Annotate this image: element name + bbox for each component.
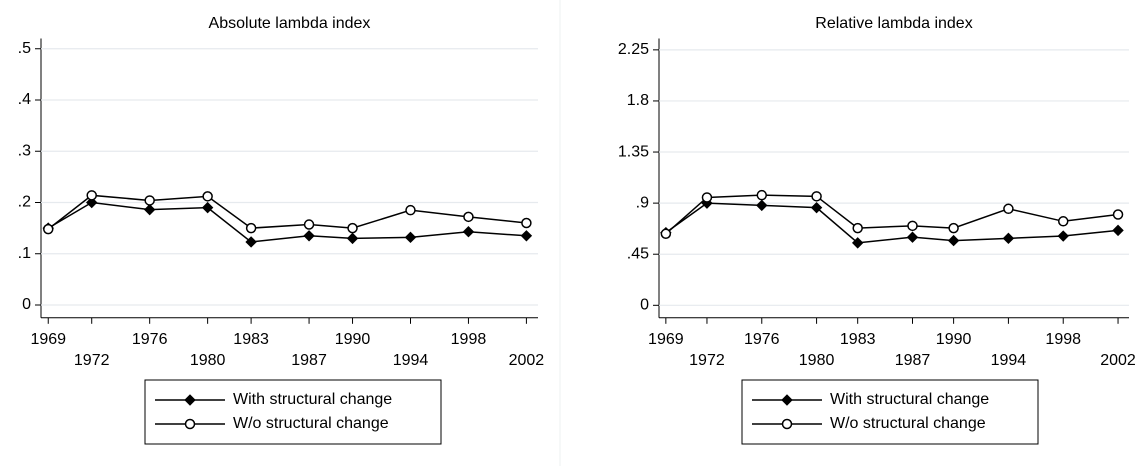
x-tick-label: 1976: [132, 331, 168, 348]
x-tick-label: 2002: [509, 352, 545, 369]
marker: [660, 228, 672, 240]
x-tick-label: 1990: [936, 331, 972, 348]
marker: [947, 234, 960, 247]
x-tick-label: 1972: [689, 352, 725, 369]
marker: [1057, 230, 1069, 242]
marker: [1057, 216, 1069, 227]
x-tick-label: 1969: [30, 331, 66, 348]
marker: [245, 236, 257, 248]
x-tick-label: 1983: [233, 331, 269, 348]
legend-marker: [781, 418, 793, 430]
x-tick-label: 1980: [190, 352, 226, 369]
marker: [1002, 232, 1015, 245]
x-tick-label: 1994: [393, 352, 429, 369]
marker: [701, 192, 713, 203]
marker: [907, 220, 918, 232]
x-tick-label: 1987: [291, 352, 327, 369]
y-tick-label: .9: [636, 194, 649, 211]
legend-box: [144, 379, 442, 445]
marker: [811, 191, 822, 202]
x-tick-label: 1994: [991, 352, 1027, 369]
marker: [1003, 203, 1014, 215]
marker: [521, 217, 532, 229]
y-tick-label: .5: [18, 40, 31, 57]
x-tick-label: 1987: [895, 352, 931, 369]
marker: [756, 189, 768, 201]
marker: [462, 225, 475, 238]
marker: [86, 190, 97, 201]
x-tick-label: 1983: [840, 331, 876, 348]
legend-box: [741, 379, 1039, 445]
legend-label: W/o structural change: [233, 415, 389, 432]
chart-title: Absolute lambda index: [209, 15, 371, 32]
x-tick-label: 1980: [799, 352, 835, 369]
legend-label: With structural change: [233, 391, 392, 408]
y-tick-label: 0: [640, 297, 649, 314]
y-tick-label: 1.35: [618, 143, 649, 160]
x-tick-label: 1998: [1045, 331, 1081, 348]
marker: [948, 222, 959, 234]
y-tick-label: 2.25: [618, 41, 649, 58]
x-tick-label: 1972: [74, 352, 110, 369]
chart-title: Relative lambda index: [815, 15, 972, 32]
legend-label: With structural change: [830, 391, 989, 408]
legend-label: W/o structural change: [830, 415, 986, 432]
legend-marker: [781, 394, 793, 406]
y-tick-label: .1: [18, 245, 31, 262]
marker: [42, 223, 54, 235]
marker: [245, 222, 257, 234]
marker: [303, 219, 315, 230]
series-line: [47, 194, 527, 230]
marker: [144, 195, 155, 206]
marker: [1112, 209, 1124, 220]
marker: [404, 231, 417, 244]
marker: [405, 204, 416, 216]
y-tick-label: .45: [627, 245, 649, 262]
x-tick-label: 1969: [648, 331, 684, 348]
marker: [347, 222, 358, 234]
y-tick-label: 0: [22, 296, 31, 313]
marker: [143, 203, 156, 216]
y-tick-label: .3: [18, 142, 31, 159]
y-tick-label: 1.8: [627, 92, 649, 109]
x-tick-label: 1976: [744, 331, 780, 348]
x-tick-label: 1998: [451, 331, 487, 348]
marker: [756, 199, 768, 212]
marker: [1112, 224, 1124, 237]
marker: [202, 191, 213, 202]
marker: [463, 211, 474, 223]
y-tick-label: .4: [18, 91, 31, 108]
x-tick-label: 2002: [1100, 352, 1136, 369]
marker: [520, 230, 533, 242]
marker: [851, 237, 864, 249]
series-line: [665, 194, 1119, 235]
series-line: [47, 201, 527, 243]
marker: [906, 231, 919, 243]
legend-marker: [184, 418, 196, 430]
marker: [201, 201, 214, 214]
series-line: [665, 202, 1119, 244]
marker: [346, 232, 359, 245]
marker: [86, 196, 98, 209]
y-tick-label: .2: [18, 194, 31, 211]
marker: [303, 230, 315, 242]
marker: [852, 222, 863, 234]
marker: [810, 201, 823, 214]
x-tick-label: 1990: [335, 331, 371, 348]
legend-marker: [184, 394, 196, 406]
